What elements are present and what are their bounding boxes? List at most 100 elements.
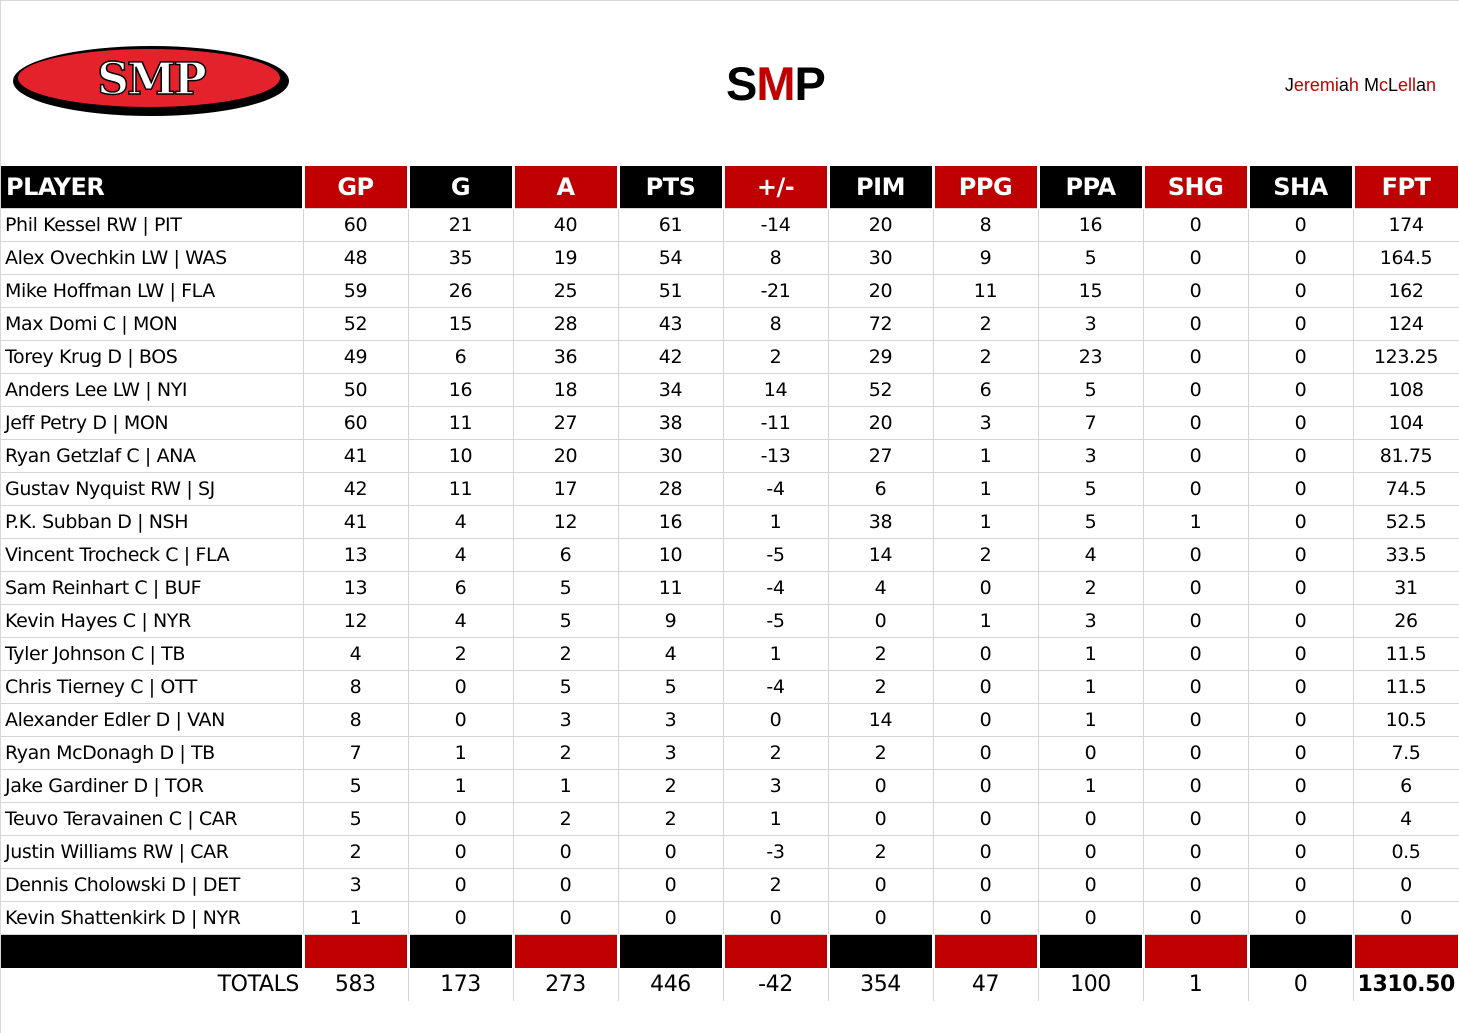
stat-cell-pm: -5 (722, 603, 829, 638)
stat-cell-fpt: 6 (1352, 768, 1459, 803)
stat-cell-gp: 13 (302, 570, 409, 605)
stat-cell-ppg: 0 (932, 702, 1039, 737)
stat-cell-pts: 16 (617, 504, 724, 539)
stat-cell-pim: 2 (827, 735, 934, 770)
stat-cell-a: 17 (512, 471, 619, 506)
stat-cell-a: 0 (512, 834, 619, 869)
stat-cell-pm: 1 (722, 636, 829, 671)
stat-cell-sha: 0 (1247, 669, 1354, 704)
stat-cell-g: 0 (407, 702, 514, 737)
stat-cell-a: 18 (512, 372, 619, 407)
stat-cell-ppg: 0 (932, 900, 1039, 935)
divider-bar-cell (1353, 933, 1459, 968)
player-name-cell: Mike Hoffman LW | FLA (1, 273, 304, 308)
stat-cell-shg: 0 (1142, 834, 1249, 869)
stat-cell-fpt: 7.5 (1352, 735, 1459, 770)
stat-cell-a: 1 (512, 768, 619, 803)
stat-cell-sha: 0 (1247, 471, 1354, 506)
stat-cell-pts: 0 (617, 834, 724, 869)
divider-bar-row (1, 933, 1459, 968)
stat-cell-pm: 8 (722, 240, 829, 275)
stat-cell-shg: 0 (1142, 735, 1249, 770)
stat-cell-pm: -4 (722, 570, 829, 605)
stat-cell-pm: -13 (722, 438, 829, 473)
column-header-pm: +/- (723, 166, 830, 208)
total-g: 173 (408, 968, 514, 1001)
stat-cell-g: 4 (407, 504, 514, 539)
stat-cell-a: 2 (512, 636, 619, 671)
stat-cell-a: 40 (512, 207, 619, 242)
total-ppg: 47 (933, 968, 1039, 1001)
stat-cell-a: 3 (512, 702, 619, 737)
player-name-cell: P.K. Subban D | NSH (1, 504, 304, 539)
stat-cell-shg: 0 (1142, 801, 1249, 836)
stat-cell-sha: 0 (1247, 240, 1354, 275)
stat-cell-ppg: 2 (932, 339, 1039, 374)
stat-cell-pts: 43 (617, 306, 724, 341)
stat-cell-ppa: 15 (1037, 273, 1144, 308)
stat-cell-a: 5 (512, 603, 619, 638)
stat-cell-ppg: 0 (932, 669, 1039, 704)
stat-cell-ppg: 9 (932, 240, 1039, 275)
stat-cell-ppg: 0 (932, 834, 1039, 869)
stat-cell-g: 0 (407, 669, 514, 704)
total-gp: 583 (303, 968, 409, 1001)
stat-cell-g: 11 (407, 471, 514, 506)
stat-cell-g: 16 (407, 372, 514, 407)
stat-cell-fpt: 0 (1352, 900, 1459, 935)
stat-cell-sha: 0 (1247, 900, 1354, 935)
stat-cell-g: 2 (407, 636, 514, 671)
stat-cell-fpt: 174 (1352, 207, 1459, 242)
player-stats-table: PLAYER GP G A PTS +/- PIM PPG PPA SHG SHA FPT Phil … (1, 166, 1459, 1001)
table-row: Ryan Getzlaf C | ANA 41 10 20 30 -13 27 1 3 0 0 81.… (1, 438, 1459, 473)
stat-cell-pim: 14 (827, 702, 934, 737)
table-row: Dennis Cholowski D | DET 3 0 0 0 2 0 0 0 0 0 0 (1, 867, 1459, 902)
stat-cell-gp: 3 (302, 867, 409, 902)
stat-cell-g: 21 (407, 207, 514, 242)
stat-cell-gp: 60 (302, 207, 409, 242)
stat-cell-pts: 38 (617, 405, 724, 440)
stat-cell-ppg: 1 (932, 438, 1039, 473)
stat-cell-pts: 5 (617, 669, 724, 704)
title-letter-p: P (794, 57, 826, 110)
stat-cell-g: 1 (407, 768, 514, 803)
stat-cell-ppg: 0 (932, 867, 1039, 902)
stat-cell-pim: 4 (827, 570, 934, 605)
player-name-cell: Chris Tierney C | OTT (1, 669, 304, 704)
stat-cell-sha: 0 (1247, 504, 1354, 539)
stat-cell-shg: 0 (1142, 669, 1249, 704)
stat-cell-fpt: 104 (1352, 405, 1459, 440)
player-name-cell: Alex Ovechkin LW | WAS (1, 240, 304, 275)
stat-cell-pim: 20 (827, 207, 934, 242)
stat-cell-gp: 13 (302, 537, 409, 572)
stat-cell-ppa: 0 (1037, 735, 1144, 770)
author-part: a (1338, 75, 1349, 95)
stat-cell-fpt: 31 (1352, 570, 1459, 605)
stat-cell-shg: 0 (1142, 207, 1249, 242)
total-pts: 446 (618, 968, 724, 1001)
stat-cell-shg: 0 (1142, 438, 1249, 473)
totals-label: TOTALS (217, 972, 300, 997)
stat-cell-ppa: 1 (1037, 702, 1144, 737)
stat-cell-gp: 49 (302, 339, 409, 374)
stat-cell-a: 0 (512, 900, 619, 935)
table-header-row: PLAYER GP G A PTS +/- PIM PPG PPA SHG SHA FPT (1, 166, 1459, 208)
stat-cell-pm: -21 (722, 273, 829, 308)
stat-cell-pts: 11 (617, 570, 724, 605)
stat-cell-shg: 1 (1142, 504, 1249, 539)
stat-cell-sha: 0 (1247, 801, 1354, 836)
total-a: 273 (513, 968, 619, 1001)
player-name-cell: Alexander Edler D | VAN (1, 702, 304, 737)
stat-cell-shg: 0 (1142, 306, 1249, 341)
stat-cell-fpt: 33.5 (1352, 537, 1459, 572)
stat-cell-pts: 10 (617, 537, 724, 572)
stat-cell-ppg: 2 (932, 306, 1039, 341)
stat-cell-pim: 38 (827, 504, 934, 539)
stat-cell-a: 0 (512, 867, 619, 902)
stat-cell-g: 0 (407, 801, 514, 836)
stat-cell-pts: 2 (617, 768, 724, 803)
table-row: Vincent Trocheck C | FLA 13 4 6 10 -5 14 2 4 0 0 33… (1, 537, 1459, 572)
stat-cell-g: 4 (407, 603, 514, 638)
stat-cell-pim: 0 (827, 900, 934, 935)
stat-cell-shg: 0 (1142, 405, 1249, 440)
